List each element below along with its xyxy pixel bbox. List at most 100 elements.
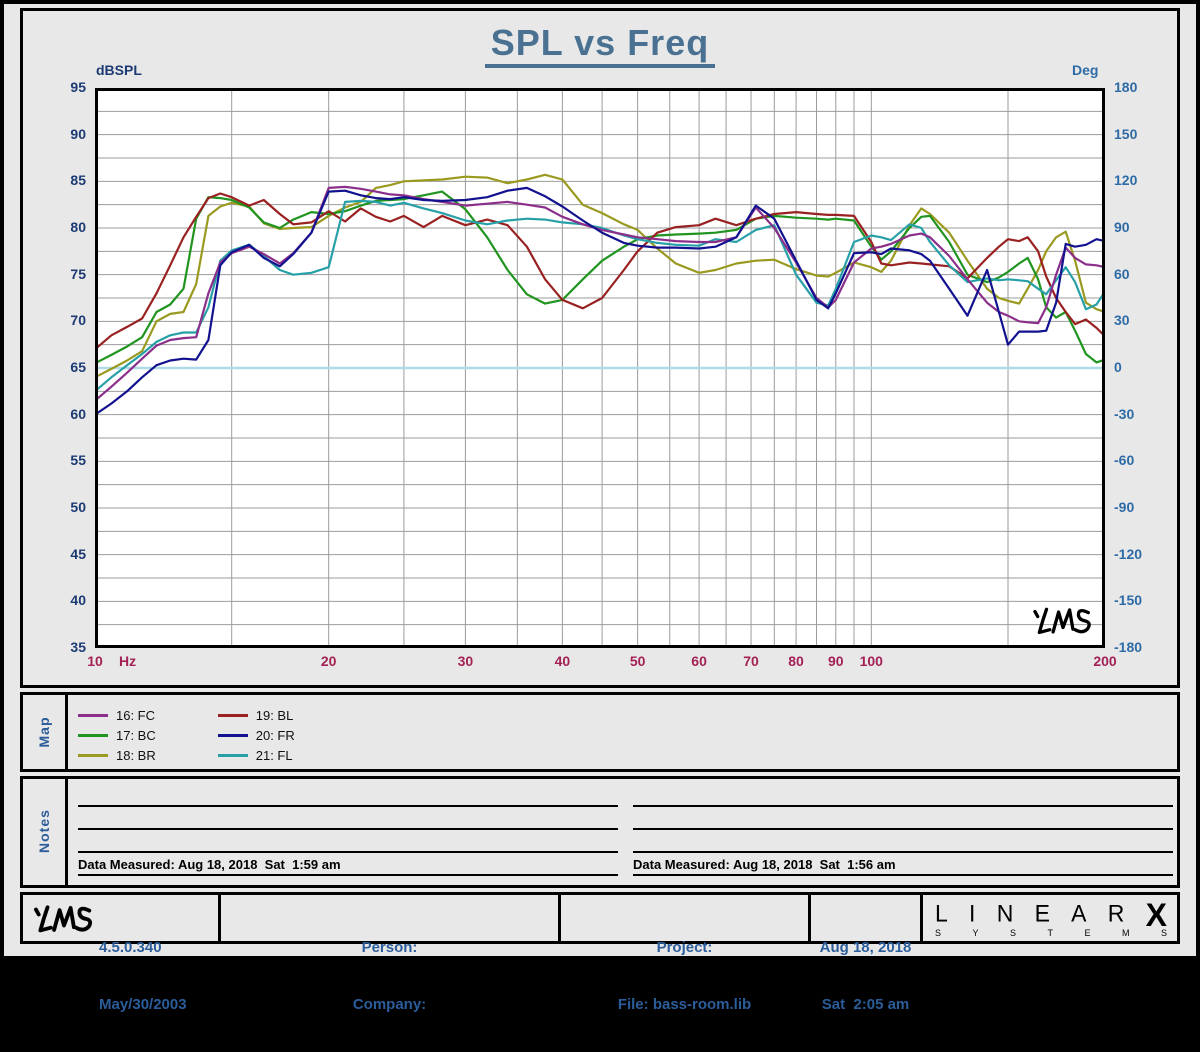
brand-letter: I [969,899,976,927]
notes-ruled-line [633,828,1173,830]
y-right-tick-label: 150 [1114,125,1138,142]
notes-ruled-line [78,851,618,853]
x-tick-label: 60 [691,653,707,669]
legend-label-16: 16: FC [116,707,156,723]
legend-label-18: 18: BR [116,747,156,763]
x-tick-label: 30 [457,653,474,669]
brand-letter: A [1071,899,1087,927]
legend-item-17: 17: BC [78,727,156,743]
footer-bar: 4.5.0.340 May/30/2003 Person: Company: P… [20,892,1180,1013]
legend-swatch-16 [78,713,108,717]
legend-item-21: 21: FL [217,747,295,763]
brand-letter: E [1034,899,1050,927]
y-right-tick-label: 180 [1114,79,1138,95]
curve-19-BL [95,192,1105,351]
y-right-tick-label: -30 [1114,405,1135,422]
data-measured-left: Data Measured: Aug 18, 2018 Sat 1:59 am [78,857,341,872]
y-left-tick-label: 35 [70,639,86,655]
y-left-tick-label: 70 [70,312,86,329]
y-right-tick-label: 0 [1114,359,1122,375]
y-left-tick-label: 85 [70,172,86,189]
chart-title: SPL vs Freq [20,22,1180,68]
legend-item-18: 18: BR [78,747,156,763]
x-tick-label: 100 [859,653,883,669]
y-left-tick-label: 95 [70,79,86,95]
x-tick-label: 40 [554,653,571,669]
map-legend-panel: Map 16: FC 17: BC 18: BR 19: BL 20: FR 21: F… [20,692,1180,772]
x-tick-label: 70 [743,653,759,669]
y-right-tick-label: 90 [1114,219,1130,235]
y-left-tick-label: 60 [70,405,86,422]
legend-column-1: 16: FC 17: BC 18: BR [78,705,156,765]
plot-frame [95,88,1105,648]
brand-sub-letter: S [1160,928,1167,938]
y-left-tick-label: 45 [70,545,86,562]
x-tick-label: 80 [788,653,804,669]
lms-logo [34,905,93,933]
notes-panel-title: Notes [36,809,52,853]
file-label: File: bass-room.lib [617,996,752,1013]
person-label: Person: [361,939,418,956]
y-left-tick-label: 40 [70,592,86,609]
brand-sub-letter: S [935,928,942,938]
y-right-tick-label: -120 [1114,545,1143,562]
notes-ruled-line [633,851,1173,853]
legend-swatch-19 [217,713,248,717]
footer-version-cell: 4.5.0.340 May/30/2003 [23,895,218,1013]
y-left-tick-label: 50 [70,499,86,515]
legend-swatch-20 [217,733,248,737]
curve-17-BC [95,190,1105,365]
footer-project-cell: Project: File: bass-room.lib [558,895,808,1013]
version-date: May/30/2003 [99,996,187,1013]
y-right-tick-label: 60 [1114,265,1130,282]
legend-swatch-21 [217,753,248,757]
project-label: Project: [656,939,713,956]
version-info: 4.5.0.340 May/30/2003 [99,900,187,1052]
y-right-tick-label: -180 [1114,639,1143,655]
brand-sub-letter: T [1047,928,1054,938]
notes-ruled-line [633,874,1173,876]
x-axis-unit-label: Hz [119,653,137,669]
footer-date: Aug 18, 2018 [819,939,912,956]
legend-label-19: 19: BL [255,707,294,723]
y-right-tick-label: -60 [1114,452,1135,469]
footer-time: Sat 2:05 am [821,996,910,1013]
y-left-axis-label: dBSPL [96,62,142,78]
brand-sub-letter: M [1121,928,1130,938]
brand-sub-letter: Y [972,928,979,938]
brand-sub-letter: S [1010,928,1017,938]
legend: 16: FC 17: BC 18: BR 19: BL 20: FR 21: FL [78,705,1173,765]
y-left-tick-label: 75 [70,265,86,282]
brand-x-letter: X [1145,897,1167,933]
notes-ruled-line [633,805,1173,807]
legend-label-21: 21: FL [255,747,293,763]
legend-swatch-18 [78,753,108,757]
y-right-tick-label: -90 [1114,499,1135,515]
lms-signature-watermark [1033,607,1091,635]
notes-ruled-line [78,874,618,876]
y-left-tick-label: 65 [70,359,86,375]
brand-letter: N [996,899,1014,927]
version-number: 4.5.0.340 [99,939,162,956]
footer-person-cell: Person: Company: [218,895,558,1013]
legend-column-2: 19: BL 20: FR 21: FL [217,705,295,765]
legend-item-19: 19: BL [217,707,295,723]
notes-label-cell: Notes [23,779,68,885]
x-tick-label: 50 [629,653,646,669]
y-right-tick-label: -150 [1114,592,1143,609]
y-left-tick-label: 55 [70,452,86,469]
data-measured-right: Data Measured: Aug 18, 2018 Sat 1:56 am [633,857,896,872]
y-right-axis-label: Deg [1072,62,1099,78]
legend-label-17: 17: BC [116,727,156,743]
spl-vs-freq-plot [95,88,1105,648]
footer-datetime-cell: Aug 18, 2018 Sat 2:05 am [808,895,920,1013]
map-label-cell: Map [23,695,68,769]
company-label: Company: [352,996,427,1013]
legend-item-20: 20: FR [217,727,295,743]
notes-ruled-line [78,805,618,807]
legend-label-20: 20: FR [255,727,295,743]
map-panel-title: Map [36,716,52,748]
x-tick-label: 10 [87,653,103,669]
y-right-tick-label: 30 [1114,312,1130,329]
